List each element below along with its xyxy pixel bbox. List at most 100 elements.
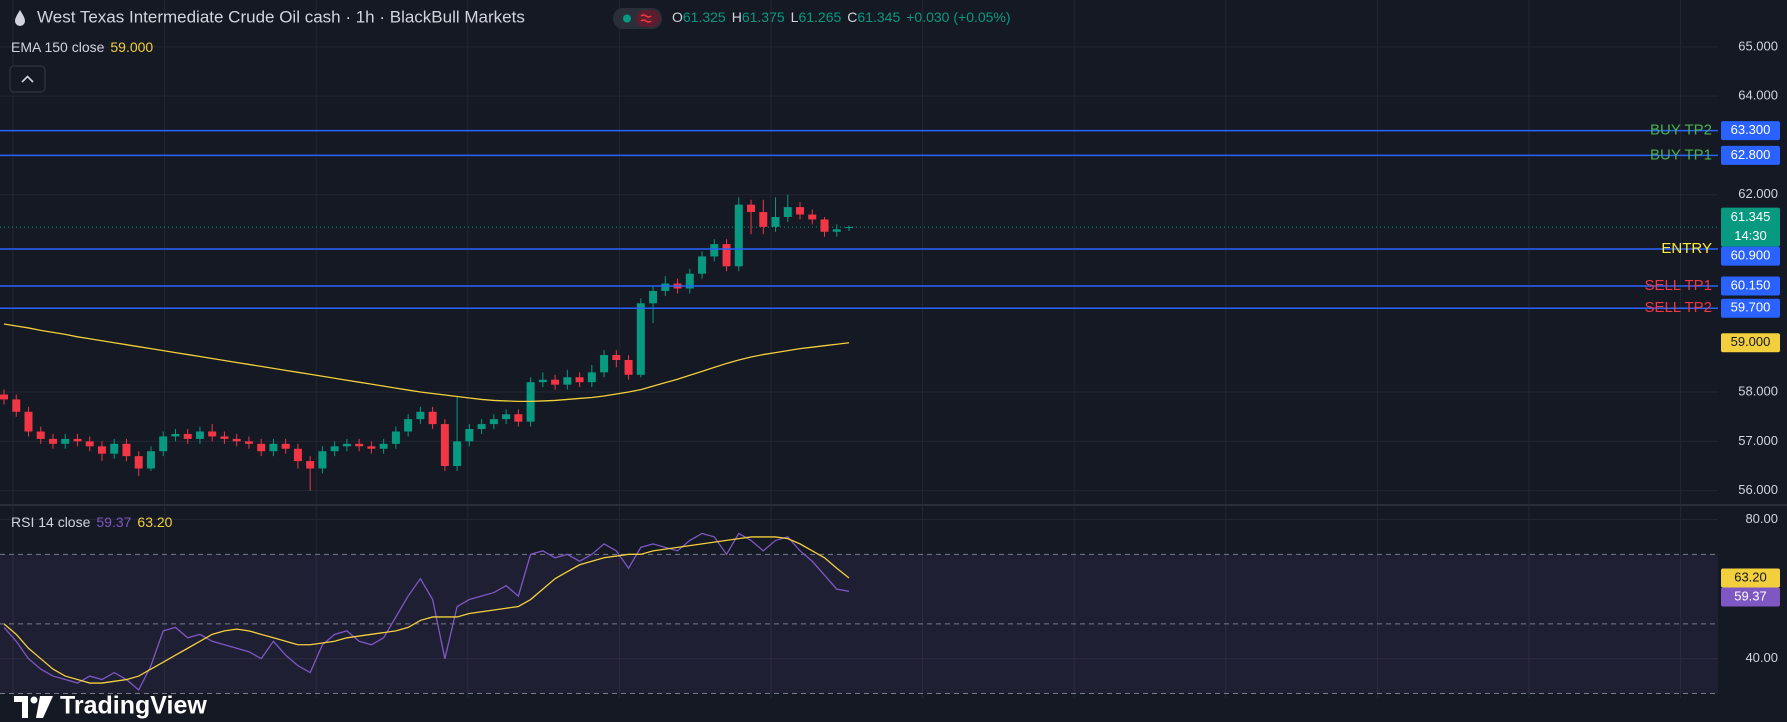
candle-body: [440, 424, 449, 467]
candle-body: [97, 446, 106, 454]
countdown-label: 14:30: [1734, 228, 1767, 243]
candle-body: [12, 399, 21, 412]
candle-body: [73, 438, 82, 442]
candle-body: [783, 207, 792, 217]
y-tick-label: 64.000: [1738, 88, 1778, 103]
quote-value: 61.325: [683, 9, 726, 25]
candle-body: [796, 207, 805, 215]
candle-body: [636, 303, 645, 375]
candle-body: [698, 256, 707, 274]
quote-value: 61.345: [857, 9, 900, 25]
y-tick-label: 56.000: [1738, 482, 1778, 497]
symbol-title: West Texas Intermediate Crude Oil cash ·…: [37, 7, 525, 26]
status-delay-icon: [640, 14, 652, 23]
candle-body: [171, 433, 180, 437]
candle-body: [759, 212, 768, 227]
candle-body: [48, 438, 57, 444]
candle-body: [257, 443, 266, 452]
series-last-box: [1721, 568, 1780, 588]
y-tick-label: 40.00: [1745, 650, 1778, 665]
candle-body: [416, 411, 425, 420]
candle-body: [318, 451, 327, 469]
candle-body: [551, 379, 560, 385]
candle-body: [453, 441, 462, 467]
candle-body: [832, 229, 841, 232]
candle-body: [134, 456, 143, 469]
candle-body: [587, 372, 596, 383]
price-line-box: [1721, 121, 1780, 141]
collapse-icon[interactable]: [21, 75, 34, 83]
price-line-box: [1721, 298, 1780, 318]
quote-key: H: [732, 9, 742, 25]
quote-change: +0.030 (+0.05%): [906, 9, 1010, 25]
price-line-name: ENTRY: [1661, 240, 1712, 257]
quote: O61.325 H61.375 L61.265 C61.345 +0.030 (+0.0…: [672, 9, 1011, 25]
status-delay: [636, 10, 660, 27]
candle-body: [808, 214, 817, 220]
logo-mark-dot: [30, 696, 38, 704]
series-last-box: [1721, 333, 1780, 353]
candle-body: [306, 461, 315, 469]
price-line-box: [1721, 246, 1780, 266]
last-price-label: 61.345: [1731, 209, 1771, 224]
plot-layer: [0, 129, 1718, 692]
collapse-button[interactable]: [9, 65, 46, 93]
legend: RSI 14 close 59.37 63.20: [11, 514, 173, 530]
legend-title: RSI 14 close: [11, 514, 91, 530]
candle-body: [281, 443, 290, 449]
series-last-box: [1721, 587, 1780, 607]
collapse-button-frame[interactable]: [9, 65, 46, 93]
y-tick-label: 62.000: [1738, 186, 1778, 201]
candle-body: [563, 377, 572, 385]
symbol-icon: [15, 10, 25, 26]
series-line: [3, 532, 850, 692]
y-tick-label: 65.000: [1738, 38, 1778, 53]
candle-body: [159, 436, 168, 452]
candle-body: [122, 443, 131, 457]
candle-body: [36, 431, 45, 439]
candle-body: [195, 431, 204, 439]
price-line-label: 59.700: [1731, 300, 1771, 315]
quote-value: 61.265: [798, 9, 841, 25]
price-line-name: SELL TP2: [1644, 299, 1712, 316]
candle-body: [379, 443, 388, 449]
quote-key: L: [791, 9, 799, 25]
candle-body: [575, 377, 584, 383]
y-tick-label: 57.000: [1738, 433, 1778, 448]
candle-body: [600, 355, 609, 373]
brand-name: TradingView: [60, 692, 207, 720]
price-line-name: SELL TP1: [1644, 277, 1712, 294]
candle-body: [146, 451, 155, 469]
y-tick-label: 80.00: [1745, 511, 1778, 526]
candle-body: [0, 394, 8, 400]
candle-body: [820, 219, 829, 232]
series-last-label: 59.37: [1734, 588, 1767, 603]
candle-body: [330, 446, 339, 452]
logo-mark-slash: [36, 696, 53, 718]
candle-body: [367, 446, 376, 449]
candle-body: [661, 283, 670, 291]
candle-body: [404, 419, 413, 432]
price-line-label: 62.800: [1731, 147, 1771, 162]
candle-body: [502, 414, 511, 420]
price-line-name: BUY TP1: [1650, 146, 1712, 163]
candle-body: [734, 204, 743, 267]
candle-body: [232, 438, 241, 442]
candle-body: [428, 411, 437, 425]
series-line: [3, 323, 850, 403]
candle-body: [391, 431, 400, 444]
candle-body: [465, 429, 474, 442]
legend-title: EMA 150 close: [11, 39, 105, 55]
legend: EMA 150 close 59.000: [11, 39, 153, 55]
last-price-box: [1721, 207, 1780, 247]
price-line-name: BUY TP2: [1650, 122, 1712, 139]
logo-mark: [14, 696, 28, 718]
candle-body: [538, 379, 547, 383]
candle-body: [612, 355, 621, 360]
candle-body: [85, 441, 94, 447]
price-line-label: 60.150: [1731, 277, 1771, 292]
grid-layer: [0, 0, 1718, 698]
candle-body: [685, 273, 694, 289]
